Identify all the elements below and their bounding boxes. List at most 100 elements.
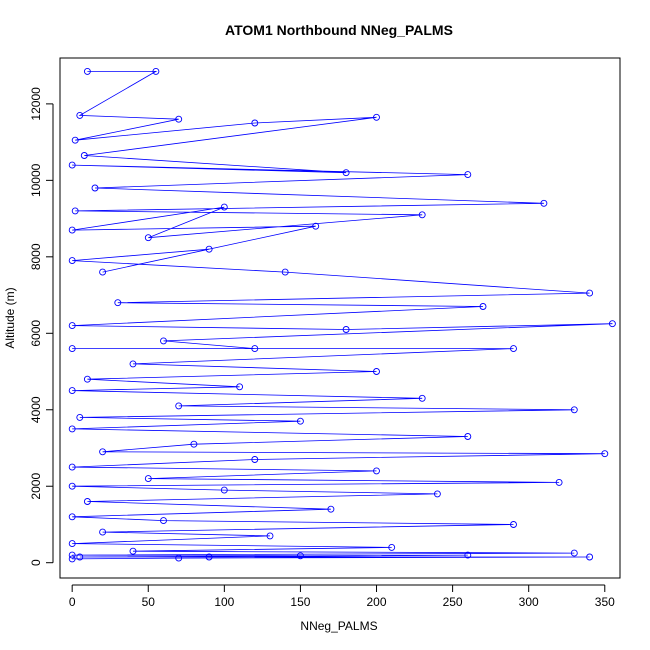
data-point [68, 161, 76, 169]
data-point [251, 345, 259, 353]
data-point [342, 326, 350, 333]
y-tick-label: 8000 [29, 243, 43, 270]
data-point [68, 513, 76, 521]
plot-frame [59, 57, 621, 579]
data-point [129, 547, 137, 555]
data-point [129, 360, 137, 368]
data-point [99, 268, 107, 276]
data-point [68, 463, 76, 471]
data-point [479, 303, 487, 310]
data-point [68, 387, 76, 395]
data-point [68, 540, 76, 548]
data-point [144, 234, 152, 242]
x-tick-label: 250 [443, 595, 463, 609]
y-axis: 0 2000 4000 6000 8000 10000 12000 [29, 87, 54, 566]
data-point [418, 394, 426, 402]
data-point [601, 450, 609, 458]
data-point [175, 554, 183, 562]
x-tick-label: 200 [367, 595, 387, 609]
data-point [251, 119, 259, 127]
data-point [160, 517, 167, 525]
data-point [510, 345, 517, 353]
data-point [83, 375, 91, 383]
data-point [586, 553, 594, 561]
data-point [220, 203, 228, 211]
data-point [68, 482, 76, 490]
data-point [281, 268, 289, 276]
data-point [205, 553, 213, 561]
data-point [71, 136, 79, 144]
data-point [190, 440, 198, 448]
data-point [114, 299, 122, 307]
data-point [342, 169, 350, 177]
x-axis: 0 50 100 150 200 250 300 350 [69, 584, 615, 609]
series-line [72, 71, 613, 560]
y-axis-label: Altitude (m) [3, 287, 17, 348]
data-point [99, 448, 107, 456]
series-layer [68, 67, 616, 563]
data-point [68, 257, 76, 265]
y-tick-label: 0 [29, 559, 43, 566]
data-point [540, 199, 548, 207]
data-point [586, 289, 594, 297]
data-point [327, 505, 335, 513]
data-point [373, 368, 380, 375]
data-point [510, 521, 517, 528]
data-point [220, 486, 228, 494]
data-point [91, 184, 99, 192]
data-point [388, 543, 396, 551]
data-point [464, 171, 472, 179]
x-tick-label: 150 [290, 595, 310, 609]
data-point [570, 406, 578, 414]
data-point [99, 528, 107, 536]
data-point [71, 207, 79, 215]
y-tick-label: 6000 [29, 320, 43, 347]
x-tick-label: 100 [214, 595, 234, 609]
data-point [68, 226, 76, 234]
data-point [555, 478, 563, 486]
data-point [68, 322, 76, 330]
y-tick-label: 2000 [29, 473, 43, 500]
x-axis-label: NNeg_PALMS [300, 619, 377, 633]
x-tick-label: 300 [519, 595, 539, 609]
data-point [418, 211, 426, 219]
data-point [152, 67, 160, 75]
data-point [464, 551, 472, 559]
data-point [205, 245, 213, 253]
data-point [160, 337, 167, 345]
data-point [76, 111, 84, 119]
x-tick-label: 0 [69, 595, 76, 609]
data-point [296, 552, 304, 560]
data-point [83, 67, 91, 75]
data-point [464, 433, 472, 440]
data-point [236, 383, 244, 391]
data-point [433, 490, 441, 498]
x-tick-label: 350 [595, 595, 615, 609]
data-point [296, 417, 304, 425]
data-point [251, 456, 259, 463]
data-point [570, 549, 578, 557]
series-0 [68, 67, 616, 563]
data-point [68, 555, 76, 563]
y-tick-label: 4000 [29, 396, 43, 423]
data-point [80, 152, 88, 159]
data-point [266, 532, 274, 540]
data-point [83, 498, 91, 505]
data-point [373, 113, 380, 121]
data-point [175, 402, 183, 410]
data-point [68, 551, 76, 559]
data-point [608, 320, 616, 328]
data-point [68, 425, 76, 433]
chart-title: ATOM1 Northbound NNeg_PALMS [225, 22, 453, 38]
data-point [175, 115, 183, 123]
x-tick-label: 50 [142, 595, 156, 609]
data-point [144, 475, 152, 483]
data-point [76, 553, 84, 561]
y-tick-label: 10000 [29, 163, 43, 197]
y-tick-label: 12000 [29, 87, 43, 121]
data-point [373, 467, 380, 475]
data-point [312, 222, 320, 230]
data-point [68, 345, 76, 353]
data-point [76, 413, 84, 421]
